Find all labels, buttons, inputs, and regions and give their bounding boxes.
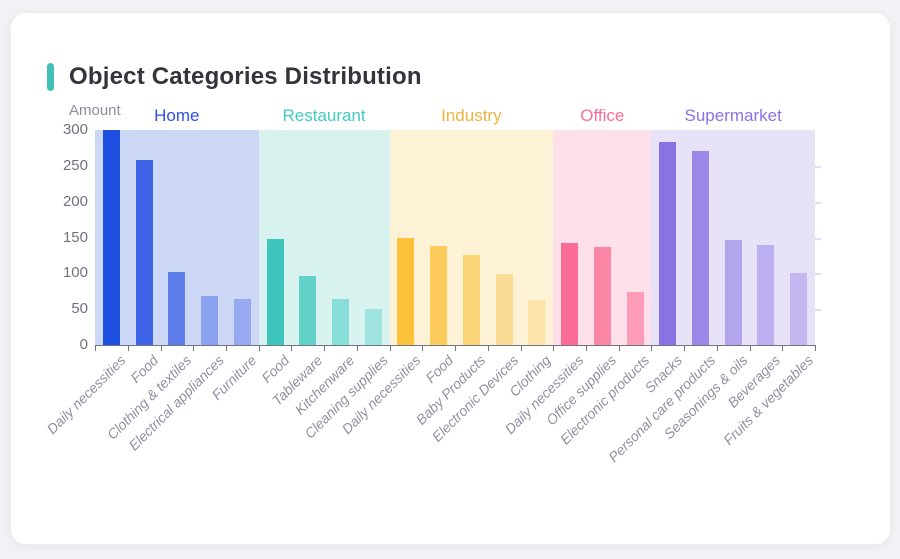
x-axis-tick bbox=[553, 345, 555, 351]
x-axis-tick bbox=[520, 345, 522, 351]
x-axis-tick bbox=[749, 345, 751, 351]
x-axis-tick bbox=[95, 345, 96, 351]
bar-office-electronic-products[interactable] bbox=[626, 292, 644, 345]
chart-title: Object Categories Distribution bbox=[69, 63, 422, 90]
x-axis-tick bbox=[160, 345, 162, 351]
x-axis-tick bbox=[487, 345, 489, 351]
bar-industry-electronic-devices[interactable] bbox=[495, 274, 513, 345]
bar-office-daily-necessities[interactable] bbox=[561, 243, 578, 345]
group-label-office: Office bbox=[580, 106, 625, 125]
x-axis-tick bbox=[684, 345, 686, 351]
y-axis-tick-100: 100 bbox=[62, 264, 88, 282]
bar-restaurant-food[interactable] bbox=[266, 238, 284, 345]
bar-home-electrical-appliances[interactable] bbox=[201, 296, 218, 345]
bar-industry-food[interactable] bbox=[430, 246, 448, 345]
bar-restaurant-tableware[interactable] bbox=[299, 275, 317, 345]
x-axis-tick bbox=[651, 345, 653, 351]
x-axis-tick bbox=[291, 345, 293, 351]
bar-restaurant-cleaning-supplies[interactable] bbox=[364, 309, 382, 345]
group-label-supermarket: Supermarket bbox=[684, 106, 782, 125]
title-row: Object Categories Distribution bbox=[47, 63, 422, 91]
y-axis-title: Amount bbox=[69, 102, 121, 119]
x-axis-tick bbox=[127, 345, 129, 351]
bar-home-furniture[interactable] bbox=[233, 299, 251, 345]
y-axis-tick-250: 250 bbox=[62, 156, 88, 174]
group-label-restaurant: Restaurant bbox=[282, 106, 366, 125]
bar-supermarket-seasonings-oils[interactable] bbox=[724, 239, 742, 345]
y-axis-tick-0: 0 bbox=[79, 336, 88, 353]
group-label-industry: Industry bbox=[441, 106, 502, 125]
bar-supermarket-personal-care-products[interactable] bbox=[692, 150, 709, 345]
title-accent-bar bbox=[47, 63, 54, 91]
y-axis-right-tick bbox=[815, 165, 821, 168]
x-axis-tick bbox=[324, 345, 326, 351]
bar-industry-daily-necessities[interactable] bbox=[397, 237, 415, 345]
x-axis-tick bbox=[815, 345, 816, 351]
bar-supermarket-snacks[interactable] bbox=[659, 141, 677, 345]
y-axis-tick-200: 200 bbox=[62, 192, 88, 210]
x-axis-tick bbox=[585, 345, 587, 351]
x-axis-tick bbox=[389, 345, 391, 351]
y-axis-tick-150: 150 bbox=[62, 228, 88, 246]
x-axis-tick bbox=[716, 345, 718, 351]
bar-supermarket-beverages[interactable] bbox=[757, 244, 775, 345]
x-axis-tick bbox=[193, 345, 195, 351]
bar-supermarket-fruits-vegetables[interactable] bbox=[790, 273, 808, 345]
bar-home-food[interactable] bbox=[135, 160, 153, 345]
bar-home-daily-necessities[interactable] bbox=[102, 130, 120, 345]
x-axis-tick bbox=[782, 345, 784, 351]
bar-office-office-supplies[interactable] bbox=[593, 246, 611, 345]
y-axis-right-tick bbox=[815, 309, 821, 312]
bar-industry-clothing[interactable] bbox=[528, 299, 546, 345]
group-label-home: Home bbox=[154, 106, 200, 125]
y-axis-right-tick bbox=[815, 201, 821, 204]
bar-restaurant-kitchenware[interactable] bbox=[332, 299, 349, 345]
bar-industry-baby-products[interactable] bbox=[462, 254, 480, 345]
bar-home-clothing-textiles[interactable] bbox=[168, 271, 186, 345]
x-axis-tick bbox=[455, 345, 456, 351]
x-axis-tick bbox=[422, 345, 424, 351]
x-axis-tick bbox=[225, 345, 227, 351]
x-axis-tick bbox=[356, 345, 358, 351]
x-axis-tick bbox=[618, 345, 620, 351]
y-axis-right-tick bbox=[815, 273, 821, 276]
x-axis-tick bbox=[258, 345, 260, 351]
y-axis-right-tick bbox=[815, 237, 821, 240]
y-axis-tick-50: 50 bbox=[71, 300, 88, 318]
y-axis-tick-300: 300 bbox=[62, 121, 88, 138]
